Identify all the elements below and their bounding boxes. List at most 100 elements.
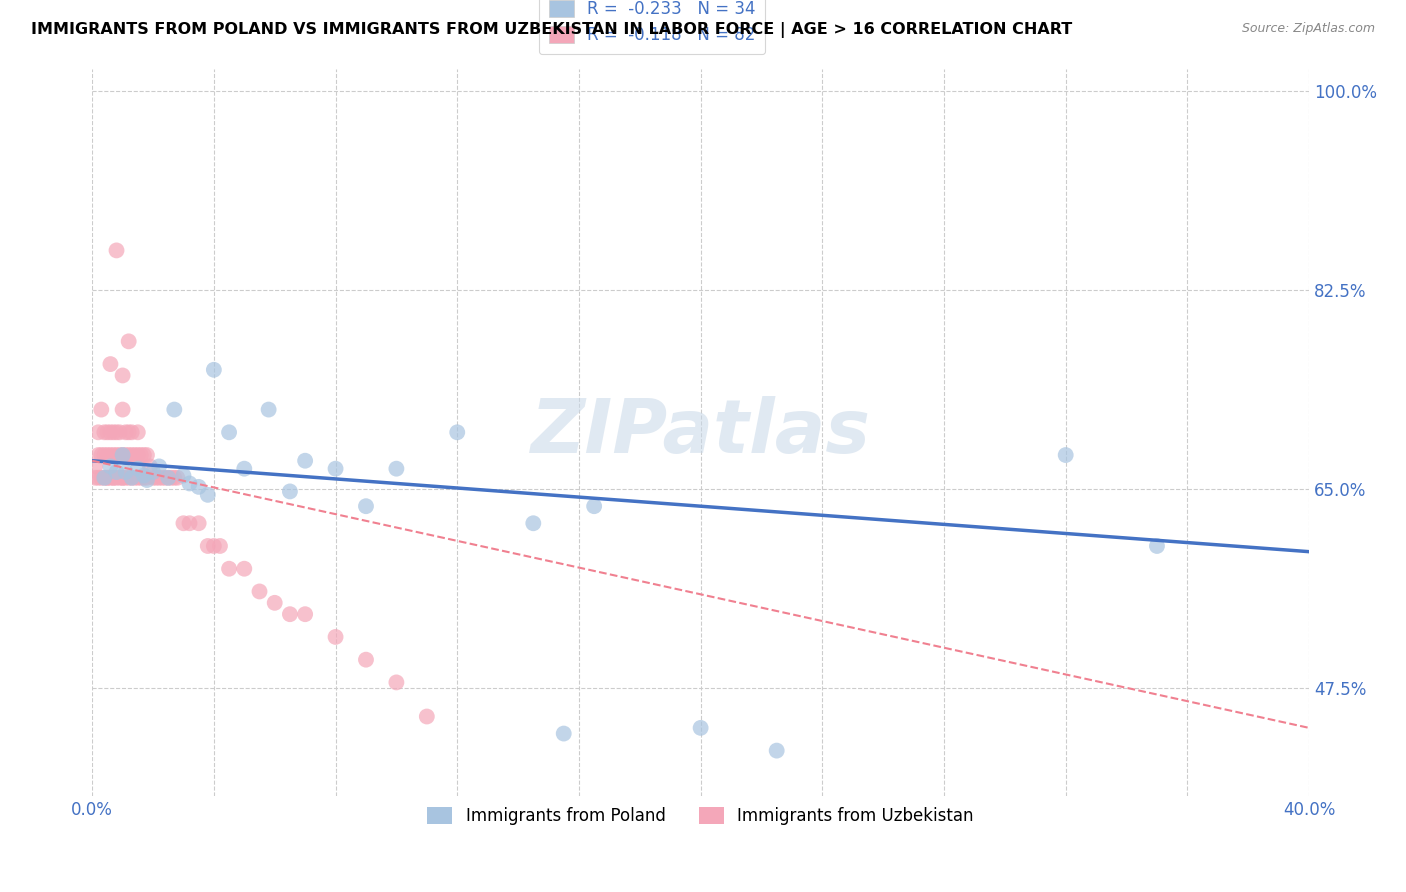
Point: [90, 448, 112, 462]
Point: [96, 448, 118, 462]
Point: [1054, 448, 1077, 462]
Point: [111, 471, 134, 485]
Point: [218, 562, 240, 576]
Legend: Immigrants from Poland, Immigrants from Uzbekistan: Immigrants from Poland, Immigrants from …: [418, 797, 984, 835]
Text: IMMIGRANTS FROM POLAND VS IMMIGRANTS FROM UZBEKISTAN IN LABOR FORCE | AGE > 16 C: IMMIGRANTS FROM POLAND VS IMMIGRANTS FRO…: [31, 22, 1073, 38]
Point: [108, 425, 131, 440]
Point: [87, 425, 110, 440]
Point: [136, 473, 159, 487]
Point: [118, 471, 141, 485]
Point: [100, 471, 122, 485]
Point: [136, 471, 159, 485]
Point: [294, 454, 316, 468]
Point: [257, 402, 280, 417]
Point: [187, 480, 209, 494]
Point: [278, 484, 301, 499]
Point: [127, 461, 149, 475]
Text: ZIPatlas: ZIPatlas: [530, 396, 870, 469]
Point: [218, 425, 240, 440]
Point: [142, 471, 165, 485]
Point: [93, 471, 115, 485]
Point: [522, 516, 544, 531]
Point: [197, 488, 219, 502]
Point: [148, 471, 170, 485]
Point: [111, 402, 134, 417]
Point: [153, 471, 176, 485]
Point: [325, 461, 347, 475]
Point: [446, 425, 468, 440]
Point: [118, 425, 141, 440]
Point: [100, 448, 122, 462]
Point: [139, 459, 162, 474]
Point: [105, 465, 128, 479]
Point: [325, 630, 347, 644]
Point: [172, 468, 194, 483]
Point: [108, 448, 131, 462]
Point: [148, 459, 170, 474]
Point: [87, 471, 110, 485]
Point: [208, 539, 231, 553]
Point: [96, 425, 118, 440]
Point: [385, 461, 408, 475]
Point: [111, 448, 134, 462]
Point: [172, 516, 194, 531]
Point: [294, 607, 316, 622]
Point: [96, 471, 118, 485]
Point: [160, 471, 183, 485]
Point: [233, 562, 256, 576]
Point: [114, 425, 136, 440]
Point: [118, 334, 141, 349]
Point: [1146, 539, 1168, 553]
Point: [90, 402, 112, 417]
Point: [84, 471, 107, 485]
Point: [142, 465, 165, 479]
Point: [100, 425, 122, 440]
Point: [202, 539, 225, 553]
Point: [136, 448, 159, 462]
Point: [111, 368, 134, 383]
Point: [132, 468, 155, 483]
Point: [197, 539, 219, 553]
Point: [87, 448, 110, 462]
Point: [416, 709, 439, 723]
Point: [105, 471, 128, 485]
Point: [103, 425, 125, 440]
Point: [129, 471, 152, 485]
Point: [187, 516, 209, 531]
Point: [121, 448, 143, 462]
Point: [354, 653, 377, 667]
Point: [163, 402, 186, 417]
Point: [121, 425, 143, 440]
Point: [121, 471, 143, 485]
Point: [202, 363, 225, 377]
Point: [145, 471, 167, 485]
Point: [166, 471, 188, 485]
Point: [124, 471, 146, 485]
Point: [263, 596, 285, 610]
Point: [127, 471, 149, 485]
Point: [157, 471, 180, 485]
Point: [233, 461, 256, 475]
Point: [84, 459, 107, 474]
Point: [93, 471, 115, 485]
Point: [100, 459, 122, 474]
Point: [385, 675, 408, 690]
Point: [179, 476, 201, 491]
Point: [103, 471, 125, 485]
Point: [179, 516, 201, 531]
Point: [583, 499, 606, 513]
Point: [93, 425, 115, 440]
Point: [127, 448, 149, 462]
Point: [354, 499, 377, 513]
Point: [127, 425, 149, 440]
Point: [278, 607, 301, 622]
Point: [103, 448, 125, 462]
Point: [103, 471, 125, 485]
Point: [124, 448, 146, 462]
Point: [157, 471, 180, 485]
Point: [105, 244, 128, 258]
Point: [765, 743, 787, 757]
Point: [93, 448, 115, 462]
Point: [111, 448, 134, 462]
Point: [105, 425, 128, 440]
